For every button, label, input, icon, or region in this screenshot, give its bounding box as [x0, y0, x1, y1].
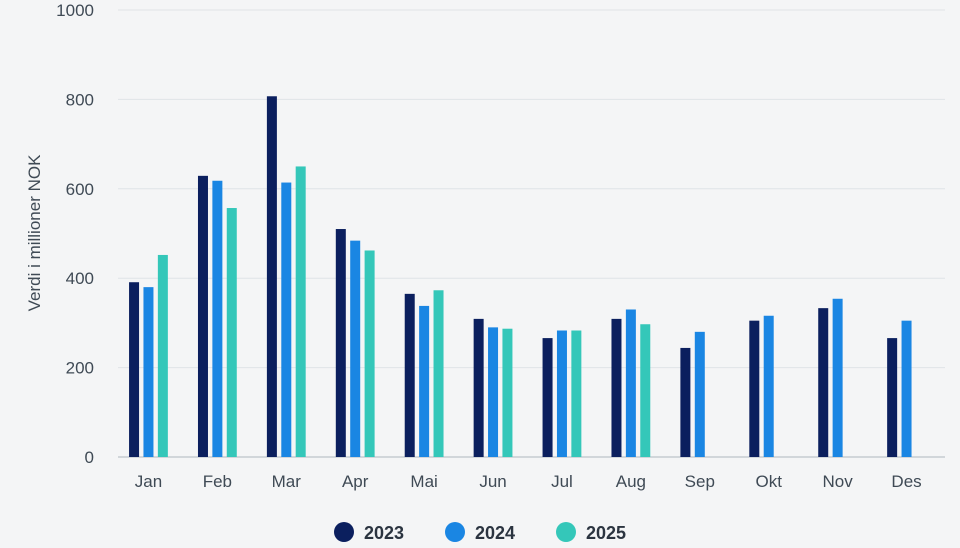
y-axis-ticks: 0 200 400 600 800 1000 [56, 1, 94, 467]
x-tick-label: Mai [410, 472, 437, 491]
bar-2024-okt[interactable] [763, 315, 774, 457]
bar-2024-feb[interactable] [212, 180, 223, 457]
x-tick-label: Aug [616, 472, 646, 491]
legend-label: 2024 [475, 523, 515, 543]
y-tick-label: 800 [66, 90, 94, 109]
legend-swatch [556, 522, 576, 542]
bar-2024-jun[interactable] [488, 327, 499, 457]
bar-2025-feb[interactable] [226, 208, 237, 457]
bar-2023-okt[interactable] [749, 320, 760, 457]
legend-swatch [445, 522, 465, 542]
bar-2023-sep[interactable] [680, 347, 691, 457]
gridlines [118, 9, 945, 458]
y-tick-label: 600 [66, 180, 94, 199]
bar-2023-nov[interactable] [818, 308, 829, 457]
x-tick-label: Nov [823, 472, 854, 491]
bar-2024-nov[interactable] [832, 298, 843, 457]
bar-2023-feb[interactable] [197, 175, 208, 457]
y-tick-label: 1000 [56, 1, 94, 20]
bar-2025-jan[interactable] [157, 254, 168, 457]
bar-2023-jan[interactable] [129, 282, 140, 457]
bar-2023-apr[interactable] [335, 229, 346, 457]
legend-swatch [334, 522, 354, 542]
bars [129, 96, 912, 458]
x-tick-label: Sep [685, 472, 715, 491]
legend-label: 2025 [586, 523, 626, 543]
legend-label: 2023 [364, 523, 404, 543]
bar-2024-des[interactable] [901, 320, 912, 457]
x-tick-label: Feb [203, 472, 232, 491]
bar-2024-mar[interactable] [281, 182, 292, 458]
bar-2024-apr[interactable] [350, 240, 361, 457]
y-tick-label: 400 [66, 269, 94, 288]
x-tick-label: Jun [479, 472, 506, 491]
x-tick-label: Jul [551, 472, 573, 491]
x-tick-label: Okt [755, 472, 782, 491]
x-axis-ticks: Jan Feb Mar Apr Mai Jun Jul Aug Sep Okt Nov Des [135, 472, 922, 491]
y-axis-title: Verdi i millioner NOK [25, 154, 44, 311]
bar-2024-sep[interactable] [694, 331, 705, 457]
x-tick-label: Mar [272, 472, 302, 491]
bar-2023-jul[interactable] [542, 338, 553, 457]
x-tick-label: Jan [135, 472, 162, 491]
x-tick-label: Des [891, 472, 921, 491]
bar-2024-jul[interactable] [556, 330, 567, 457]
legend-item-2024[interactable]: 2024 [445, 522, 515, 543]
bar-2024-mai[interactable] [419, 305, 430, 457]
bar-2024-jan[interactable] [143, 287, 154, 457]
legend: 2023 2024 2025 [334, 522, 626, 543]
bar-2023-jun[interactable] [473, 318, 484, 457]
bar-2024-aug[interactable] [625, 309, 636, 457]
bar-2023-aug[interactable] [611, 318, 622, 457]
bar-2025-mar[interactable] [295, 166, 306, 457]
bar-2025-mai[interactable] [433, 290, 444, 457]
bar-2023-mar[interactable] [266, 96, 277, 457]
bar-2025-jun[interactable] [502, 328, 513, 457]
bar-2025-aug[interactable] [640, 324, 651, 457]
bar-2025-apr[interactable] [364, 250, 375, 457]
x-tick-label: Apr [342, 472, 369, 491]
bar-2023-mai[interactable] [404, 293, 415, 457]
y-tick-label: 200 [66, 359, 94, 378]
bar-2025-jul[interactable] [571, 330, 582, 457]
legend-item-2025[interactable]: 2025 [556, 522, 626, 543]
y-tick-label: 0 [85, 448, 94, 467]
legend-item-2023[interactable]: 2023 [334, 522, 404, 543]
bar-2023-des[interactable] [887, 338, 898, 457]
